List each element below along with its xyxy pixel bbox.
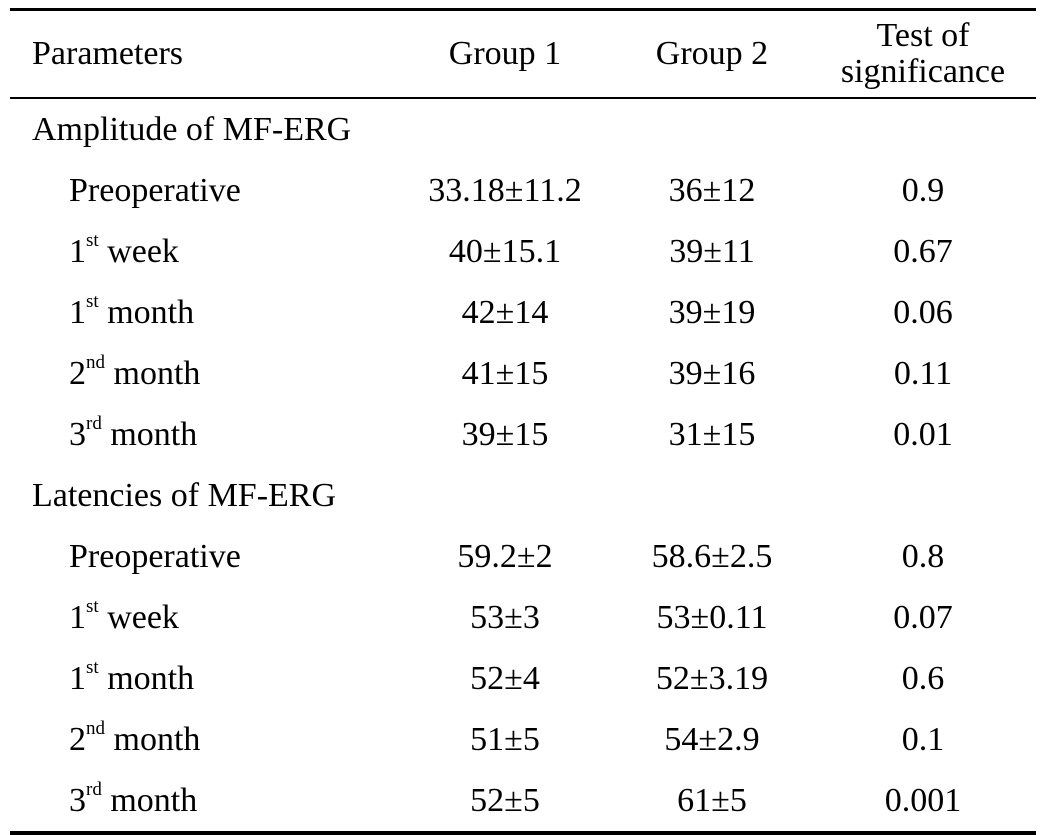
row-parameter: Preoperative	[69, 171, 241, 209]
cell-group-2: 39±19	[668, 293, 756, 331]
cell-test: 0.001	[884, 781, 962, 819]
row-parameter: 2nd month	[69, 352, 201, 392]
table-row: 1st week 53±3 53±0.11 0.07	[10, 587, 1036, 648]
table-row: 1st month 52±4 52±3.19 0.6	[10, 648, 1036, 709]
header-group-1: Group 1	[448, 35, 562, 72]
header-parameters: Parameters	[32, 35, 184, 72]
table-row: 1st week 40±15.1 39±11 0.67	[10, 221, 1036, 282]
cell-group-1: 53±3	[470, 598, 540, 636]
cell-group-1: 51±5	[470, 720, 540, 758]
cell-test: 0.9	[901, 171, 945, 209]
header-test-line-2: significance	[840, 53, 1006, 90]
row-parameter: 1st week	[69, 230, 179, 270]
cell-test: 0.01	[893, 415, 953, 453]
cell-group-1: 39±15	[461, 415, 549, 453]
cell-group-1: 41±15	[461, 354, 549, 392]
section-title: Latencies of MF-ERG	[32, 476, 337, 514]
table-bottom-rule	[10, 831, 1036, 835]
cell-group-2: 54±2.9	[664, 720, 760, 758]
header-group-2: Group 2	[655, 35, 769, 72]
cell-group-2: 39±11	[669, 232, 755, 270]
table-top-rule	[10, 8, 1036, 11]
cell-group-2: 61±5	[677, 781, 747, 819]
header-test-of-significance: Test of significance	[810, 18, 1036, 90]
table-row: 3rd month 52±5 61±5 0.001	[10, 770, 1036, 831]
row-parameter: 1st week	[69, 596, 179, 636]
cell-test: 0.6	[901, 659, 945, 697]
table-row: 2nd month 51±5 54±2.9 0.1	[10, 709, 1036, 770]
row-parameter: Preoperative	[69, 537, 241, 575]
table-row: 3rd month 39±15 31±15 0.01	[10, 404, 1036, 465]
cell-test: 0.8	[901, 537, 945, 575]
table-row: Preoperative 33.18±11.2 36±12 0.9	[10, 160, 1036, 221]
cell-test: 0.1	[901, 720, 945, 758]
row-parameter: 3rd month	[69, 779, 198, 819]
section-row-amplitude: Amplitude of MF-ERG	[10, 99, 1036, 160]
cell-group-1: 52±4	[470, 659, 540, 697]
section-row-latencies: Latencies of MF-ERG	[10, 465, 1036, 526]
cell-group-2: 39±16	[668, 354, 756, 392]
table-row: 2nd month 41±15 39±16 0.11	[10, 343, 1036, 404]
cell-group-2: 52±3.19	[655, 659, 769, 697]
cell-group-2: 53±0.11	[656, 598, 768, 636]
cell-group-2: 58.6±2.5	[651, 537, 773, 575]
cell-test: 0.07	[893, 598, 953, 636]
row-parameter: 1st month	[69, 657, 195, 697]
cell-group-2: 31±15	[668, 415, 756, 453]
cell-group-1: 33.18±11.2	[428, 171, 582, 209]
section-title: Amplitude of MF-ERG	[32, 110, 352, 148]
cell-group-1: 52±5	[470, 781, 540, 819]
data-table: Parameters Group 1 Group 2 Test of signi…	[10, 8, 1036, 835]
header-test-line-1: Test of	[876, 17, 970, 54]
table-row: Preoperative 59.2±2 58.6±2.5 0.8	[10, 526, 1036, 587]
cell-test: 0.11	[893, 354, 953, 392]
cell-test: 0.67	[893, 232, 953, 270]
row-parameter: 1st month	[69, 291, 195, 331]
table-header-rule	[10, 97, 1036, 99]
row-parameter: 2nd month	[69, 718, 201, 758]
row-parameter: 3rd month	[69, 413, 198, 453]
table-row: 1st month 42±14 39±19 0.06	[10, 282, 1036, 343]
table-header-row: Parameters Group 1 Group 2 Test of signi…	[10, 11, 1036, 97]
cell-test: 0.06	[893, 293, 953, 331]
cell-group-1: 42±14	[461, 293, 549, 331]
cell-group-1: 59.2±2	[457, 537, 553, 575]
cell-group-1: 40±15.1	[448, 232, 562, 270]
cell-group-2: 36±12	[668, 171, 756, 209]
